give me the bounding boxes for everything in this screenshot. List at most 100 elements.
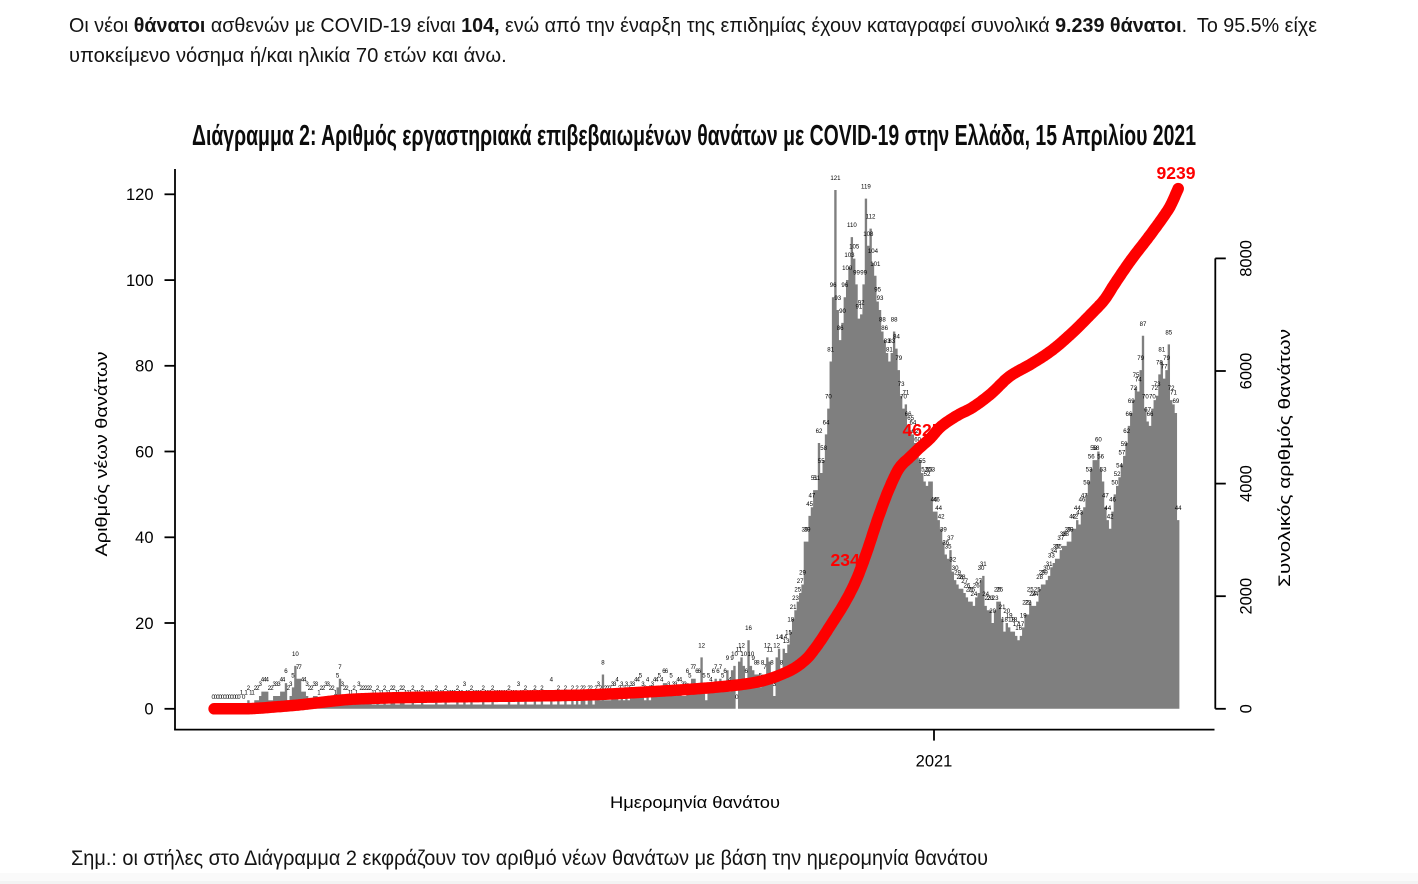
svg-text:2: 2 [308,685,312,692]
svg-text:ενώ από την έναρξη της επιδημί: ενώ από την έναρξη της επιδημίας έχουν κ… [500,14,1056,37]
svg-text:2: 2 [352,685,356,692]
svg-text:4: 4 [261,677,265,684]
svg-text:6: 6 [723,668,727,675]
svg-text:3: 3 [597,681,601,688]
svg-text:104: 104 [868,248,879,255]
svg-text:2: 2 [491,685,495,692]
svg-text:119: 119 [861,184,871,191]
svg-text:30: 30 [978,565,985,572]
svg-text:72: 72 [1151,385,1158,392]
svg-text:. Το 95.5% είχε: . Το 95.5% είχε [1182,14,1317,37]
svg-text:80: 80 [135,358,153,376]
svg-text:26: 26 [964,582,971,589]
svg-text:7: 7 [714,664,718,671]
svg-text:20: 20 [1003,608,1010,615]
svg-text:25: 25 [996,587,1003,594]
svg-text:2000: 2000 [1237,578,1255,615]
svg-text:56: 56 [1097,454,1104,461]
svg-text:0: 0 [214,694,218,701]
svg-text:2: 2 [540,685,544,692]
svg-text:26: 26 [973,582,980,589]
svg-text:4: 4 [676,677,680,684]
svg-text:0: 0 [144,701,153,719]
svg-text:9.239 θάνατοι: 9.239 θάνατοι [1055,14,1182,37]
svg-text:3: 3 [674,681,678,688]
svg-text:31: 31 [980,561,987,568]
svg-text:29: 29 [1039,570,1046,577]
svg-text:108: 108 [863,231,874,238]
svg-text:99: 99 [853,269,860,276]
svg-text:44: 44 [1175,505,1182,512]
svg-text:60: 60 [914,437,921,444]
svg-text:2: 2 [367,685,371,692]
svg-text:6: 6 [665,668,669,675]
svg-text:29: 29 [1041,570,1048,577]
svg-text:2: 2 [482,685,486,692]
svg-text:0: 0 [1237,704,1255,713]
svg-text:5: 5 [707,672,711,679]
svg-text:Ημερομηνία θανάτου: Ημερομηνία θανάτου [610,793,780,812]
svg-text:4: 4 [655,677,659,684]
svg-text:Αριθμός νέων θανάτων: Αριθμός νέων θανάτων [92,352,111,557]
svg-text:70: 70 [825,394,832,401]
svg-text:35: 35 [945,544,952,551]
svg-text:7: 7 [298,664,302,671]
svg-text:4: 4 [615,677,619,684]
svg-text:9: 9 [726,655,730,662]
svg-text:3: 3 [667,681,671,688]
svg-text:2: 2 [320,685,324,692]
svg-text:1: 1 [240,690,244,697]
svg-text:100: 100 [842,265,853,272]
svg-text:1: 1 [249,690,253,697]
svg-text:46: 46 [931,497,938,504]
svg-text:79: 79 [895,355,902,362]
svg-text:81: 81 [1158,347,1165,354]
svg-text:71: 71 [903,389,910,396]
svg-text:7: 7 [693,664,697,671]
svg-text:4: 4 [646,677,650,684]
svg-text:3: 3 [641,681,645,688]
svg-text:46: 46 [1079,497,1086,504]
svg-text:28: 28 [959,574,966,581]
svg-text:2: 2 [268,685,272,692]
svg-text:11: 11 [767,647,774,654]
svg-text:91: 91 [856,304,863,311]
svg-text:6: 6 [284,668,288,675]
svg-text:93: 93 [877,295,884,302]
svg-text:86: 86 [881,325,888,332]
svg-text:1: 1 [350,690,354,697]
svg-text:16: 16 [1015,625,1022,632]
svg-text:23: 23 [992,595,999,602]
svg-text:1: 1 [244,690,248,697]
svg-text:4: 4 [709,677,713,684]
svg-text:53: 53 [1086,467,1093,474]
svg-text:7: 7 [763,664,767,671]
svg-text:9: 9 [752,655,756,662]
svg-text:1: 1 [317,690,321,697]
svg-text:55: 55 [919,458,926,465]
svg-text:2: 2 [557,685,561,692]
svg-text:120: 120 [126,186,154,204]
svg-text:3: 3 [672,681,676,688]
svg-text:5: 5 [669,672,673,679]
svg-text:1: 1 [355,690,359,697]
svg-text:2: 2 [322,685,326,692]
svg-text:22: 22 [1022,600,1029,607]
svg-text:56: 56 [1088,454,1095,461]
svg-text:50: 50 [1083,479,1090,486]
svg-text:42: 42 [1069,514,1076,521]
svg-text:37: 37 [1057,535,1064,542]
svg-text:38: 38 [1062,531,1069,538]
svg-text:39: 39 [804,527,811,534]
svg-text:9: 9 [730,655,734,662]
svg-text:44: 44 [935,505,942,512]
svg-text:46: 46 [933,497,940,504]
svg-text:0: 0 [216,694,220,701]
svg-text:33: 33 [1048,552,1055,559]
svg-text:36: 36 [942,539,949,546]
svg-text:2: 2 [383,685,387,692]
svg-text:2021: 2021 [916,753,953,771]
svg-text:9239: 9239 [1157,163,1196,183]
svg-text:8: 8 [601,660,605,667]
svg-text:8: 8 [756,660,760,667]
